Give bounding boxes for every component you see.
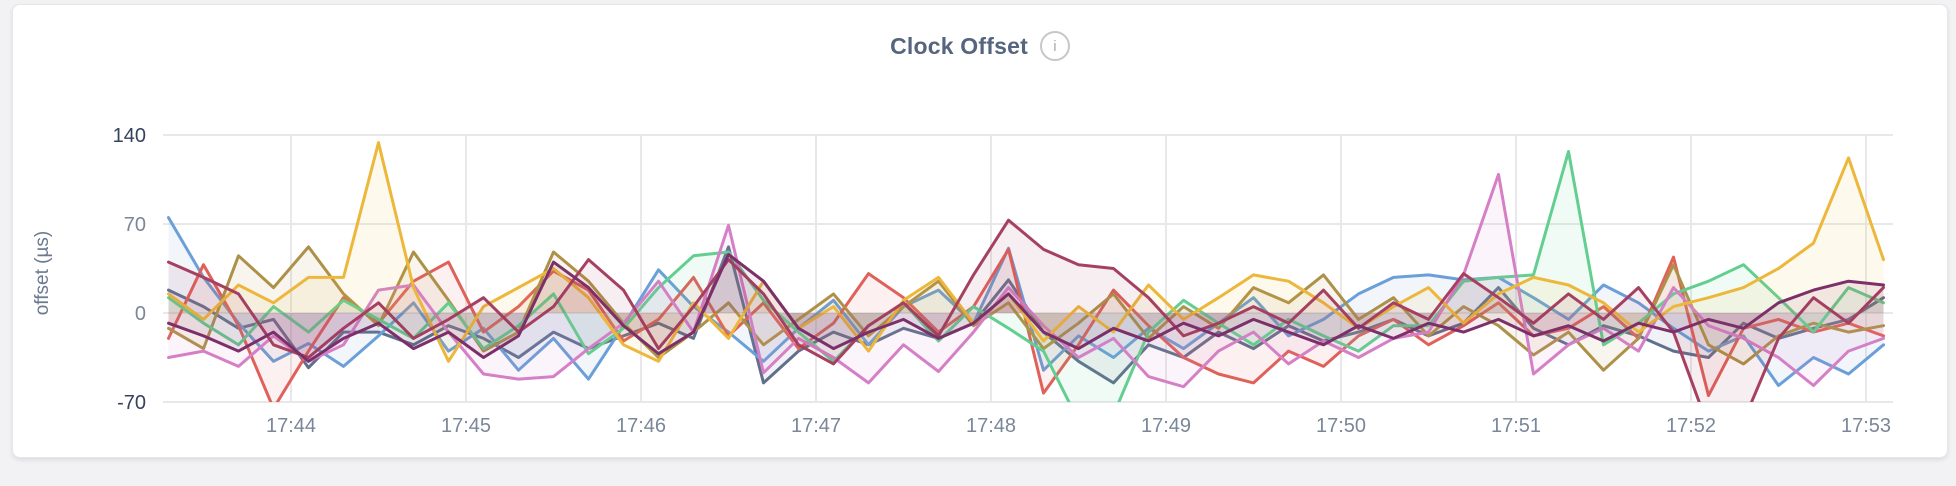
series-slate-area bbox=[168, 246, 1884, 383]
x-tick-label: 17:44 bbox=[266, 415, 316, 437]
x-tick-label: 17:45 bbox=[441, 415, 491, 437]
x-tick-label: 17:52 bbox=[1666, 415, 1716, 437]
series-green-line[interactable] bbox=[167, 150, 1885, 422]
series-orchid-area bbox=[168, 174, 1884, 387]
y-tick-label: 70 bbox=[124, 214, 146, 236]
x-tick-label: 17:46 bbox=[616, 415, 666, 437]
series-orchid-line[interactable] bbox=[167, 172, 1885, 389]
panel-title: Clock Offset bbox=[890, 32, 1028, 59]
panel-header: Clock Offset i bbox=[13, 31, 1947, 61]
y-tick-label: 0 bbox=[135, 303, 146, 325]
x-tick-label: 17:53 bbox=[1841, 415, 1891, 437]
x-tick-label: 17:51 bbox=[1491, 415, 1541, 437]
series-blue-line[interactable] bbox=[167, 216, 1885, 387]
series-gold-line[interactable] bbox=[167, 141, 1885, 363]
series-purple-line[interactable] bbox=[167, 253, 1885, 363]
series-maroon-line[interactable] bbox=[167, 218, 1885, 427]
clock-offset-panel: Clock Offset i offset (µs) bbox=[12, 4, 1948, 458]
y-tick-label: -70 bbox=[117, 392, 146, 414]
x-tick-label: 17:49 bbox=[1141, 415, 1191, 437]
info-icon[interactable]: i bbox=[1039, 31, 1070, 61]
y-tick-label: 140 bbox=[113, 125, 146, 147]
x-tick-label: 17:48 bbox=[966, 415, 1016, 437]
x-tick-label: 17:50 bbox=[1316, 415, 1366, 437]
x-tick-label: 17:47 bbox=[791, 415, 841, 437]
series-green-area bbox=[168, 151, 1884, 402]
